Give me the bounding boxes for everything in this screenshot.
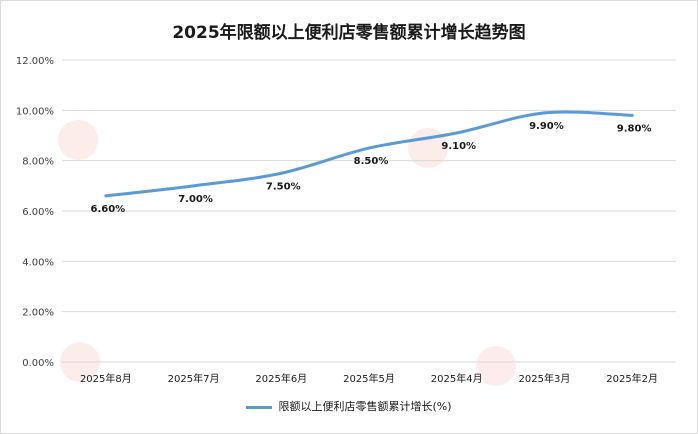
- chart-title: 2025年限额以上便利店零售额累计增长趋势图: [172, 23, 526, 43]
- legend-swatch: [246, 405, 273, 409]
- x-tick-label: 2025年3月: [519, 372, 571, 385]
- x-tick-label: 2025年4月: [431, 372, 483, 385]
- y-tick-label: 10.00%: [16, 106, 54, 117]
- legend: 限额以上便利店零售额累计增长(%): [0, 398, 698, 414]
- data-point: [630, 113, 634, 117]
- x-tick-label: 2025年5月: [343, 372, 395, 385]
- y-tick-label: 12.00%: [16, 56, 54, 67]
- data-label: 8.50%: [354, 156, 389, 167]
- y-tick-label: 2.00%: [22, 308, 54, 319]
- data-label: 9.90%: [529, 121, 564, 132]
- data-point: [455, 131, 459, 135]
- x-tick-label: 2025年2月: [606, 372, 658, 385]
- data-label: 9.80%: [617, 123, 652, 134]
- data-point: [367, 146, 371, 150]
- data-point: [192, 184, 196, 188]
- data-label: 6.60%: [91, 204, 126, 215]
- y-tick-label: 4.00%: [22, 257, 54, 268]
- legend-label: 限额以上便利店零售额累计增长(%): [278, 400, 452, 413]
- y-tick-label: 8.00%: [22, 157, 54, 168]
- x-tick-label: 2025年8月: [80, 372, 132, 385]
- x-tick-label: 2025年6月: [255, 372, 307, 385]
- data-label: 7.50%: [266, 181, 301, 192]
- y-tick-label: 0.00%: [22, 358, 54, 369]
- data-point: [279, 171, 283, 175]
- watermark-logo: [58, 120, 516, 386]
- data-label: 9.10%: [441, 141, 476, 152]
- data-point: [542, 111, 546, 115]
- x-tick-label: 2025年7月: [168, 372, 220, 385]
- data-point: [104, 194, 108, 198]
- data-label: 7.00%: [178, 194, 213, 205]
- y-tick-label: 6.00%: [22, 207, 54, 218]
